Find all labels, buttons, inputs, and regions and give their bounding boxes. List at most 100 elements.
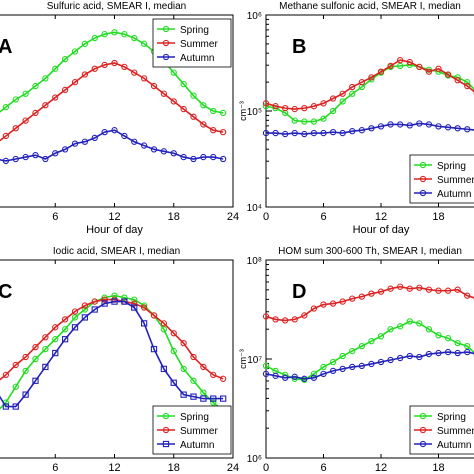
data-point	[140, 320, 148, 327]
panel-d: HOM sum 300-600 Th, SMEAR I, median 0 6 12 1…	[238, 246, 474, 474]
x-tick-label: 18	[168, 211, 180, 223]
data-point	[387, 121, 394, 128]
data-point	[210, 127, 217, 134]
x-tick-label: 18	[168, 462, 180, 474]
data-point	[180, 153, 187, 161]
data-point	[339, 129, 346, 137]
chart-title: Sulfuric acid, SMEAR I, median	[47, 1, 187, 12]
data-point	[377, 288, 385, 295]
legend-label: Spring	[437, 161, 466, 172]
data-point	[121, 132, 128, 140]
data-point	[131, 300, 138, 307]
data-point	[150, 345, 158, 353]
data-point	[22, 117, 29, 124]
data-point	[406, 122, 413, 129]
data-point	[2, 371, 10, 378]
series-autumn	[0, 298, 227, 410]
x-tick-label: 24	[227, 211, 239, 223]
data-point	[61, 326, 69, 333]
data-point	[42, 75, 49, 82]
series-summer	[262, 283, 474, 324]
data-point	[219, 395, 227, 402]
legend-label: Spring	[437, 412, 466, 423]
data-point	[397, 56, 404, 64]
data-point	[349, 295, 356, 302]
legend: Spring Summer Autumn	[152, 18, 232, 68]
data-point	[101, 300, 108, 307]
data-point	[12, 125, 19, 132]
data-point	[358, 293, 365, 300]
data-point	[121, 294, 128, 301]
data-point	[81, 306, 89, 313]
data-point	[368, 125, 375, 132]
data-point	[464, 82, 471, 90]
data-point	[349, 347, 356, 355]
data-point	[425, 121, 433, 128]
data-point	[180, 365, 187, 373]
series-spring	[262, 318, 474, 383]
data-point	[81, 302, 89, 309]
data-point	[464, 79, 471, 86]
data-point	[190, 113, 197, 120]
data-point	[12, 383, 19, 390]
y-axis-label: cm⁻³	[238, 101, 248, 121]
series-autumn	[262, 348, 474, 382]
data-point	[320, 363, 327, 371]
data-point	[22, 367, 29, 375]
data-point	[368, 290, 375, 297]
legend-label: Summer	[180, 39, 218, 50]
data-point	[454, 349, 461, 357]
legend-marker	[162, 426, 170, 434]
data-point	[91, 306, 98, 313]
legend-label: Autumn	[180, 53, 214, 64]
data-point	[282, 104, 289, 112]
data-point	[101, 31, 108, 38]
data-point	[210, 399, 217, 406]
data-point	[111, 298, 118, 305]
series-summer	[262, 56, 474, 113]
data-point	[32, 152, 39, 159]
data-point	[2, 132, 10, 140]
data-point	[310, 370, 318, 377]
x-tick-label: 18	[432, 462, 444, 474]
data-point	[262, 313, 270, 320]
data-point	[91, 298, 98, 305]
data-point	[200, 389, 207, 396]
data-point	[406, 318, 413, 325]
data-point	[32, 377, 39, 384]
data-point	[200, 102, 207, 109]
data-point	[339, 352, 346, 360]
data-point	[170, 69, 177, 76]
data-point	[454, 77, 461, 84]
data-point	[140, 40, 148, 47]
legend: Spring Summer Autumn	[409, 405, 474, 455]
data-point	[320, 129, 327, 137]
data-point	[349, 363, 356, 371]
data-point	[12, 403, 19, 410]
data-point	[12, 155, 19, 163]
data-point	[339, 298, 346, 305]
data-point	[339, 98, 346, 105]
x-tick-label: 12	[375, 462, 387, 474]
data-point	[329, 95, 337, 102]
x-tick-label: 0	[263, 211, 269, 223]
data-point	[262, 100, 270, 107]
data-point	[444, 335, 452, 342]
data-point	[368, 360, 375, 368]
data-point	[310, 305, 318, 312]
data-point	[310, 118, 318, 125]
data-point	[387, 62, 394, 70]
data-point	[272, 103, 279, 110]
data-point	[387, 356, 394, 364]
data-point	[301, 118, 308, 125]
chart-title: HOM sum 300-600 Th, SMEAR I, median	[278, 246, 462, 257]
x-tick-label: 6	[52, 211, 58, 223]
data-point	[81, 40, 89, 47]
data-point	[61, 86, 69, 94]
data-point	[454, 125, 461, 132]
x-tick-label: 12	[375, 211, 387, 223]
data-point	[131, 69, 138, 76]
data-point	[22, 391, 29, 398]
data-point	[464, 342, 471, 350]
y-tick-label: 10⁸	[247, 256, 262, 267]
